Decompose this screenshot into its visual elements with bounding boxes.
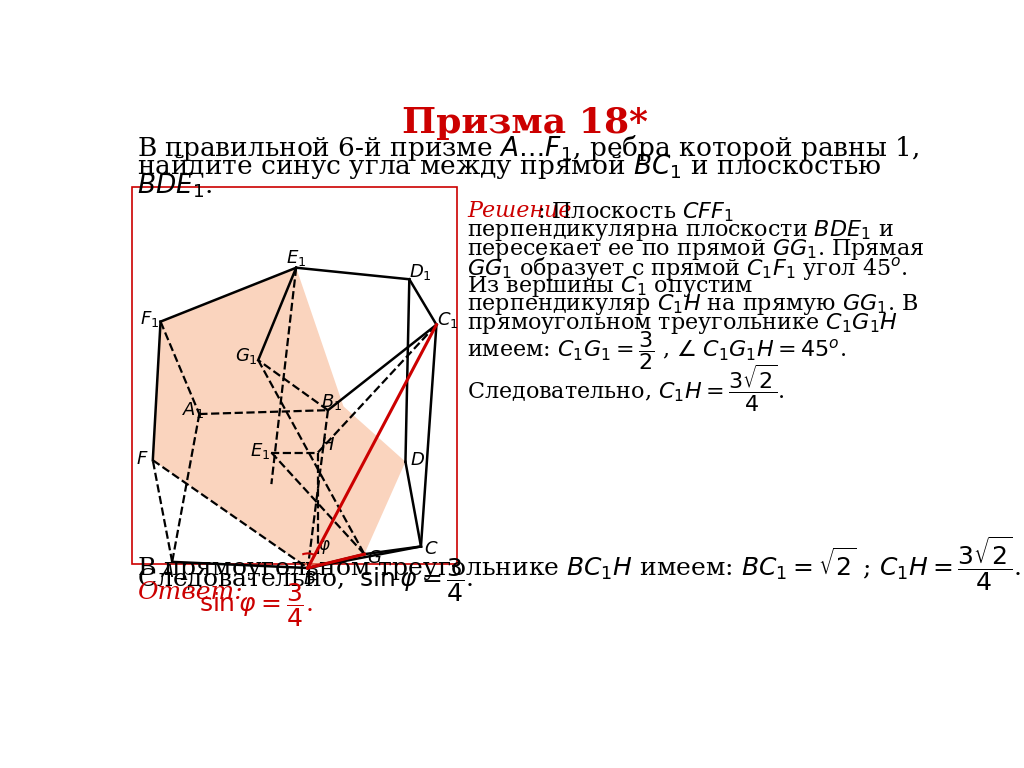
Text: Ответ:: Ответ: (137, 581, 243, 604)
Text: $C_1$: $C_1$ (436, 310, 458, 330)
Text: $A$: $A$ (162, 563, 175, 581)
Text: $F$: $F$ (136, 450, 150, 468)
Text: $\mathit{GG_1}$ образует с прямой $\mathit{C_1F_1}$ угол 45$^o$.: $\mathit{GG_1}$ образует с прямой $\math… (467, 256, 908, 283)
Text: $B_1$: $B_1$ (322, 392, 342, 412)
Text: $\sin\varphi = \dfrac{3}{4}$.: $\sin\varphi = \dfrac{3}{4}$. (200, 581, 313, 629)
Text: : Плоскость $\mathit{CFF_1}$: : Плоскость $\mathit{CFF_1}$ (538, 200, 734, 223)
Text: перпендикуляр $\mathit{C_1H}$ на прямую $\mathit{GG_1}$. В: перпендикуляр $\mathit{C_1H}$ на прямую … (467, 293, 919, 317)
Text: перпендикулярна плоскости $\mathit{BDE_1}$ и: перпендикулярна плоскости $\mathit{BDE_1… (467, 218, 894, 243)
Text: $C$: $C$ (424, 540, 438, 558)
Text: Призма 18*: Призма 18* (401, 106, 648, 140)
Text: $G$: $G$ (367, 549, 382, 567)
Text: $E_1$: $E_1$ (286, 248, 306, 268)
Text: Из вершины $\mathit{C_1}$ опустим: Из вершины $\mathit{C_1}$ опустим (467, 274, 754, 299)
Text: В правильной 6-й призме $A\ldots F_1$, ребра которой равны 1,: В правильной 6-й призме $A\ldots F_1$, р… (137, 133, 920, 163)
Text: $A_1$: $A_1$ (182, 400, 204, 420)
Text: $\varphi$: $\varphi$ (318, 538, 331, 556)
Text: $H$: $H$ (319, 435, 335, 454)
Text: Следовательно,  $\sin\varphi = \dfrac{3}{4}$.: Следовательно, $\sin\varphi = \dfrac{3}{… (137, 557, 474, 604)
Text: Решение: Решение (467, 200, 572, 222)
Text: прямоугольном треугольнике $\mathit{C_1G_1H}$: прямоугольном треугольнике $\mathit{C_1G… (467, 311, 898, 336)
Text: В прямоугольном треугольнике $\mathit{BC_1H}$ имеем: $\mathit{BC_1} = \sqrt{2}$ : В прямоугольном треугольнике $\mathit{BC… (137, 535, 1022, 593)
Text: пересекает ее по прямой $\mathit{GG_1}$. Прямая: пересекает ее по прямой $\mathit{GG_1}$.… (467, 237, 925, 262)
Text: $D_1$: $D_1$ (409, 262, 431, 282)
Text: $\mathit{BDE_1}$.: $\mathit{BDE_1}$. (137, 171, 213, 200)
Text: $B$: $B$ (303, 570, 316, 588)
Polygon shape (153, 268, 406, 568)
Text: $D$: $D$ (410, 452, 425, 469)
Text: имеем: $\mathit{C_1G_1} = \dfrac{3}{2}$ , $\angle\;\mathit{C_1G_1H} = 45^o$.: имеем: $\mathit{C_1G_1} = \dfrac{3}{2}$ … (467, 329, 847, 372)
Text: Следовательно, $\mathit{C_1H} = \dfrac{3\sqrt{2}}{4}$.: Следовательно, $\mathit{C_1H} = \dfrac{3… (467, 362, 785, 414)
Text: $F_1$: $F_1$ (140, 309, 160, 329)
FancyBboxPatch shape (132, 187, 458, 564)
Text: $G_1$: $G_1$ (236, 346, 258, 366)
Text: $E_1$: $E_1$ (251, 441, 270, 461)
Text: найдите синус угла между прямой $\mathit{BC_1}$ и плоскостью: найдите синус угла между прямой $\mathit… (137, 152, 882, 181)
